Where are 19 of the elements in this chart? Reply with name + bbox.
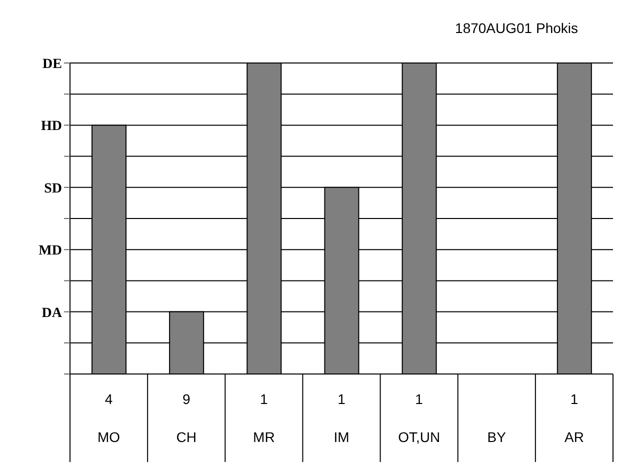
text: DE	[42, 56, 62, 72]
chart-title: 1870AUG01 Phokis	[455, 20, 578, 36]
x-tick-label: BY	[487, 429, 507, 445]
text: 9	[182, 391, 190, 407]
x-tick-label: MO	[98, 429, 120, 445]
text: 1	[260, 391, 268, 407]
x-tick-label: IM	[334, 429, 350, 445]
text: 1	[570, 391, 578, 407]
x-tick-label: OT,UN	[398, 429, 440, 445]
text: HD	[41, 119, 62, 134]
text: 4	[104, 391, 113, 407]
text: 1	[338, 391, 346, 407]
text: 1	[415, 391, 424, 407]
x-tick-label: MR	[253, 429, 275, 445]
text: MD	[38, 244, 62, 259]
x-tick-label: AR	[564, 429, 584, 445]
x-tick-label: CH	[176, 429, 196, 445]
text: DA	[42, 306, 63, 321]
text: SD	[44, 181, 62, 196]
